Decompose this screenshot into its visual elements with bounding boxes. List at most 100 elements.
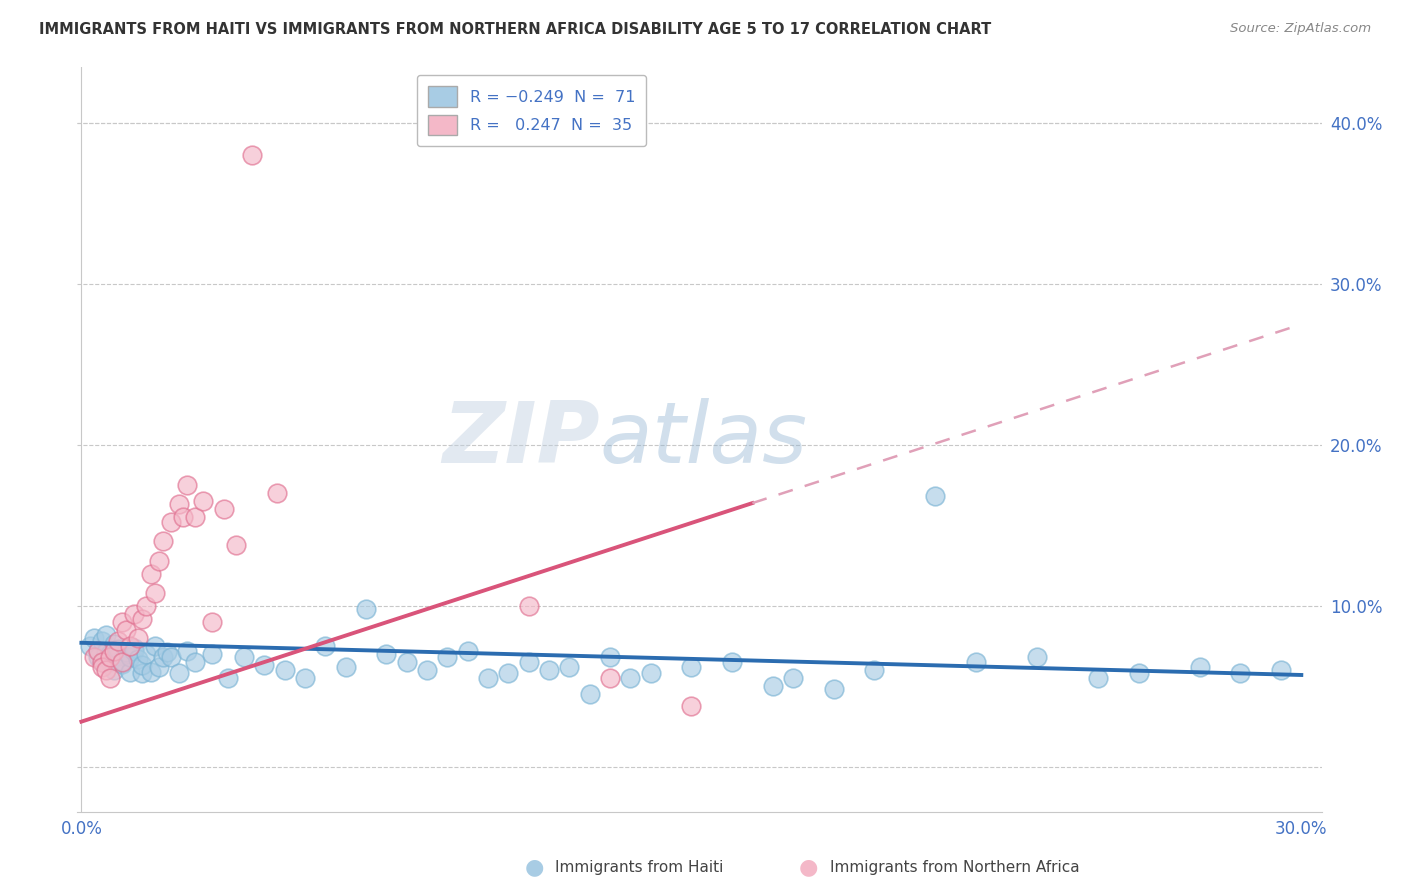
Text: atlas: atlas [600,398,808,481]
Point [152,534,174,549]
Point [156,645,179,659]
Point [143,586,166,600]
Point [90,660,112,674]
Point [274,663,297,677]
Point [127,652,149,666]
Point [115,623,138,637]
Point [98,655,121,669]
Text: Immigrants from Northern Africa: Immigrants from Northern Africa [830,860,1080,874]
Point [762,679,785,693]
Point [176,644,198,658]
Point [233,650,256,665]
Point [167,666,190,681]
Point [184,655,207,669]
Point [640,666,662,681]
Point [131,658,153,673]
Point [1188,660,1211,674]
Point [193,494,215,508]
Point [79,639,101,653]
Text: ZIP: ZIP [443,398,600,481]
Point [1026,650,1049,665]
Point [86,644,108,658]
Point [1270,663,1292,677]
Point [135,599,157,613]
Point [517,655,540,669]
Point [578,687,600,701]
Point [1128,666,1150,681]
Point [558,660,581,674]
Point [863,663,886,677]
Point [619,671,641,685]
Point [172,510,194,524]
Point [90,655,112,669]
Point [160,650,183,665]
Point [94,628,117,642]
Point [266,486,288,500]
Point [107,648,129,663]
Point [103,637,125,651]
Point [160,515,183,529]
Point [139,665,162,679]
Text: IMMIGRANTS FROM HAITI VS IMMIGRANTS FROM NORTHERN AFRICA DISABILITY AGE 5 TO 17 : IMMIGRANTS FROM HAITI VS IMMIGRANTS FROM… [39,22,991,37]
Text: Immigrants from Haiti: Immigrants from Haiti [555,860,724,874]
Point [335,660,357,674]
Point [212,502,235,516]
Point [115,645,138,659]
Point [122,640,145,655]
Point [139,566,162,581]
Text: ●: ● [799,857,818,877]
Point [111,655,134,669]
Point [498,666,520,681]
Point [416,663,439,677]
Point [90,655,112,669]
Point [90,634,112,648]
Point [537,663,560,677]
Point [395,655,418,669]
Point [599,671,621,685]
Point [86,650,108,665]
Point [103,663,125,677]
Point [200,615,222,629]
Point [517,599,540,613]
Point [98,671,121,685]
Point [83,631,105,645]
Point [681,660,703,674]
Point [457,644,479,658]
Point [176,478,198,492]
Point [681,698,703,713]
Point [120,665,142,679]
Point [240,148,263,162]
Point [152,650,174,665]
Point [294,671,316,685]
Point [111,653,134,667]
Point [94,663,117,677]
Point [107,642,129,657]
Point [314,639,336,653]
Point [477,671,499,685]
Point [225,538,247,552]
Point [107,634,129,648]
Point [965,655,987,669]
Point [253,658,276,673]
Point [98,647,121,661]
Point [135,647,157,661]
Point [143,639,166,653]
Text: Source: ZipAtlas.com: Source: ZipAtlas.com [1230,22,1371,36]
Point [924,490,946,504]
Point [86,644,108,658]
Point [436,650,458,665]
Point [1229,666,1251,681]
Point [120,639,142,653]
Point [148,660,170,674]
Point [721,655,744,669]
Point [111,615,134,629]
Point [122,607,145,621]
Point [148,554,170,568]
Point [98,650,121,665]
Point [782,671,804,685]
Legend: R = −0.249  N =  71, R =   0.247  N =  35: R = −0.249 N = 71, R = 0.247 N = 35 [416,75,647,146]
Point [184,510,207,524]
Point [131,666,153,681]
Point [122,644,145,658]
Point [375,647,398,661]
